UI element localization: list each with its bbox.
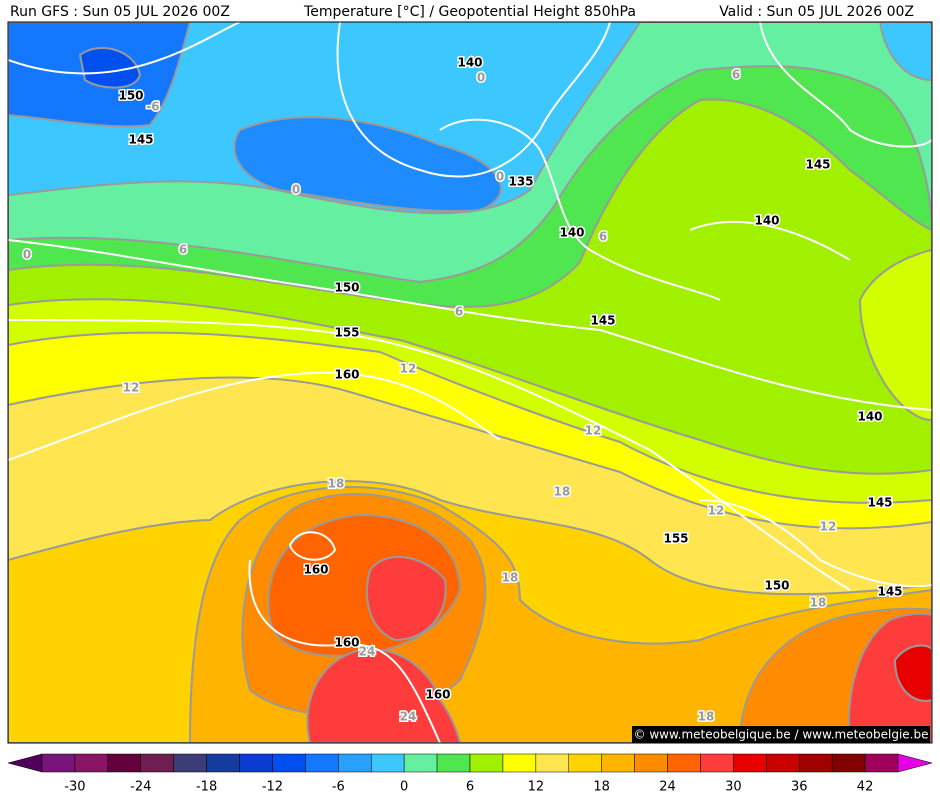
height-contour-label: 150 (764, 579, 789, 593)
colorbar-box (206, 753, 240, 773)
height-contour-label: 150 (334, 281, 359, 295)
temperature-contour-label: 24 (359, 645, 376, 659)
temperature-contour-label: 24 (400, 710, 417, 724)
colorbar-tick-label: -18 (196, 780, 217, 795)
colorbar-box (74, 753, 109, 773)
height-contour-label: 135 (508, 175, 533, 189)
colorbar-box (634, 753, 668, 773)
height-contour-label: 140 (857, 410, 882, 424)
colorbar-box (667, 753, 701, 773)
height-contour-label: 140 (457, 56, 482, 70)
colorbar-tick-label: 36 (791, 780, 808, 795)
height-contour-label: 140 (559, 226, 584, 240)
colorbar-tick-label: 18 (593, 780, 610, 795)
colorbar-tick-label: 42 (857, 780, 874, 795)
height-contour-label: 155 (663, 532, 688, 546)
attribution-background (632, 726, 930, 743)
colorbar-box (864, 753, 899, 773)
colorbar-box (370, 753, 405, 773)
colorbar-end (897, 753, 933, 773)
height-contour-label: 145 (805, 158, 830, 172)
temperature-contour-label: 0 (292, 183, 300, 197)
height-contour-label: 140 (754, 214, 779, 228)
map-frame (7, 21, 933, 744)
colorbar-tick-label: -6 (332, 780, 345, 795)
temperature-contour-label: 12 (820, 520, 837, 534)
valid-label: Valid : Sun 05 JUL 2026 00Z (719, 4, 914, 20)
map-title: Temperature [°C] / Geopotential Height 8… (303, 4, 636, 20)
height-contour-label: 145 (867, 496, 892, 510)
colorbar-box (469, 753, 504, 773)
temperature-contour-label: 12 (585, 424, 602, 438)
colorbar-box (305, 753, 339, 773)
colorbar-tick-label: -24 (130, 780, 151, 795)
contour-labels: 0 -6 0 0 6 6 6 0 6 12 12 12 18 18 12 12 18 18 24 24 18 140 150… (21, 54, 904, 725)
temperature-contour-label: 18 (502, 571, 519, 585)
colorbar-box (107, 753, 142, 773)
temperature-contour-label: 0 (23, 248, 31, 262)
colorbar-box (733, 753, 767, 773)
colorbar-tick-label: 24 (659, 780, 676, 795)
colorbar-end (7, 753, 43, 773)
height-contour-label: 160 (334, 368, 359, 382)
colorbar-box (535, 753, 570, 773)
colorbar-box (338, 753, 372, 773)
colorbar-box (798, 753, 833, 773)
temperature-field (8, 22, 932, 743)
attribution-box: © www.meteobelgique.be / www.meteobelgie… (632, 726, 930, 743)
colorbar-box (831, 753, 866, 773)
temperature-contour-label: 18 (554, 485, 571, 499)
height-contour-label: 160 (303, 563, 328, 577)
colorbar-tick-label: 30 (725, 780, 742, 795)
height-contour-label: 145 (877, 585, 902, 599)
height-contour-label: 150 (118, 89, 143, 103)
temperature-contour-label: -6 (146, 100, 159, 114)
colorbar-box (568, 753, 602, 773)
temperature-contour-label: 18 (698, 710, 715, 724)
colorbar: -30 -24 -18 -12 -6 0 6 12 18 24 30 36 42 (7, 753, 933, 795)
colorbar-tick-label: 12 (528, 780, 545, 795)
temperature-contour-label: 6 (455, 305, 463, 319)
temperature-contour-label: 0 (496, 170, 504, 184)
height-contour-label: 160 (425, 688, 450, 702)
colorbar-box (436, 753, 471, 773)
temperature-contour-label: 12 (400, 362, 417, 376)
run-label: Run GFS : Sun 05 JUL 2026 00Z (10, 4, 230, 20)
colorbar-box (140, 753, 174, 773)
colorbar-box (272, 753, 306, 773)
height-contour-label: 160 (334, 636, 359, 650)
temperature-contour-label: 12 (123, 381, 140, 395)
colorbar-tick-label: 0 (400, 780, 408, 795)
colorbar-box (601, 753, 635, 773)
temperature-contour-label: 6 (179, 243, 187, 257)
temperature-contour-label: 6 (732, 68, 740, 82)
colorbar-box (766, 753, 800, 773)
colorbar-box (173, 753, 207, 773)
colorbar-box (502, 753, 537, 773)
colorbar-tick-label: 6 (466, 780, 474, 795)
temperature-contour-label: 6 (599, 230, 607, 244)
height-contour-label: 145 (128, 133, 153, 147)
colorbar-box (700, 753, 734, 773)
colorbar-box (403, 753, 438, 773)
height-contour-label: 155 (334, 326, 359, 340)
colorbar-tick-label: -12 (262, 780, 283, 795)
colorbar-box (239, 753, 273, 773)
temperature-contour-label: 18 (810, 596, 827, 610)
attribution: © www.meteobelgique.be / www.meteobelgie… (634, 728, 929, 742)
colorbar-tick-label: -30 (64, 780, 85, 795)
colorbar-box (41, 753, 76, 773)
temperature-contour-label: 18 (328, 477, 345, 491)
height-contour-label: 145 (590, 314, 615, 328)
temperature-contour-label: 12 (708, 504, 725, 518)
temperature-contour-label: 0 (477, 71, 485, 85)
